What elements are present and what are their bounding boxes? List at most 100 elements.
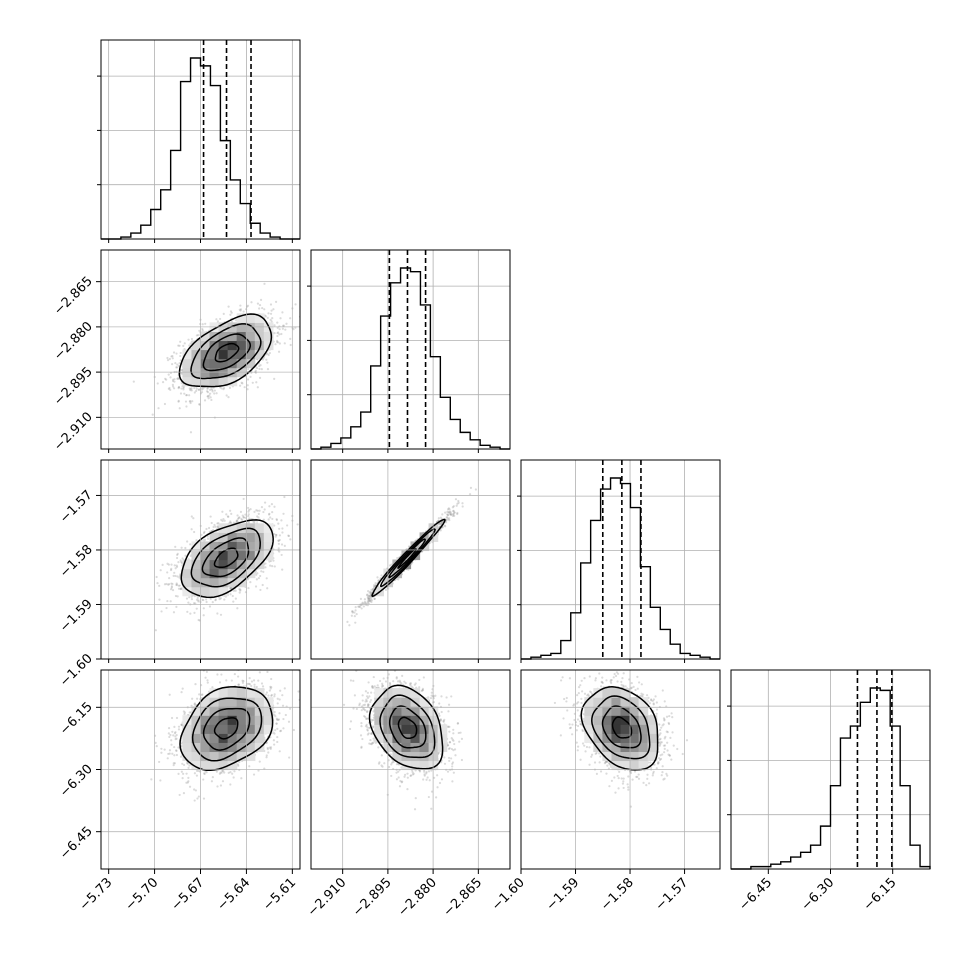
scatter-point — [655, 701, 658, 704]
scatter-point — [256, 515, 259, 518]
density-cell — [182, 358, 193, 369]
scatter-point — [445, 516, 448, 519]
scatter-point — [366, 717, 370, 720]
scatter-point — [576, 693, 579, 697]
scatter-point — [352, 707, 355, 710]
scatter-point — [250, 680, 254, 683]
scatter-point — [289, 317, 292, 320]
scatter-point — [448, 510, 452, 513]
density-cell — [191, 586, 202, 597]
scatter-point — [288, 756, 291, 759]
density-cell — [236, 358, 247, 369]
scatter-point — [268, 351, 272, 355]
scatter-point — [166, 562, 169, 565]
scatter-point — [165, 378, 168, 381]
scatter-point — [247, 506, 250, 510]
scatter-point — [581, 728, 584, 732]
scatter-point — [582, 713, 585, 716]
scatter-point — [264, 315, 267, 318]
scatter-point — [198, 403, 201, 406]
x-tick-label: −5.73 — [77, 875, 116, 914]
scatter-point — [399, 681, 402, 684]
scatter-point — [247, 510, 250, 513]
scatter-point — [262, 570, 265, 573]
scatter-point — [369, 700, 372, 704]
scatter-point — [447, 507, 450, 510]
scatter-point — [188, 344, 191, 347]
scatter-point — [178, 576, 181, 579]
scatter-point — [248, 677, 251, 680]
density-cell — [602, 715, 613, 725]
scatter-point — [190, 528, 193, 531]
scatter-point — [367, 681, 370, 684]
scatter-point — [445, 696, 448, 699]
scatter-point — [583, 744, 586, 747]
scatter-point — [274, 729, 277, 732]
scatter-point — [195, 774, 199, 777]
scatter-point — [209, 388, 212, 391]
scatter-point — [646, 777, 649, 780]
density-cell — [245, 688, 256, 698]
scatter-point — [661, 771, 664, 774]
scatter-point — [368, 595, 372, 598]
density-cell — [227, 541, 238, 552]
scatter-point — [215, 392, 218, 395]
scatter-point — [211, 776, 214, 779]
scatter-point — [202, 387, 205, 390]
scatter-point — [371, 685, 374, 688]
scatter-point — [182, 772, 185, 775]
scatter-panel-3-0 — [100, 669, 301, 870]
scatter-point — [637, 773, 640, 776]
scatter-point — [450, 737, 453, 740]
density-cell — [245, 532, 256, 543]
scatter-point — [227, 396, 230, 399]
scatter-point — [170, 582, 173, 585]
scatter-point — [568, 677, 572, 680]
scatter-point — [593, 761, 597, 764]
scatter-point — [371, 741, 374, 744]
scatter-point — [177, 399, 180, 403]
scatter-point — [645, 694, 649, 697]
scatter-point — [346, 620, 349, 623]
density-cell — [227, 550, 238, 561]
scatter-point — [275, 339, 279, 342]
scatter-point — [423, 770, 426, 773]
scatter-point — [221, 510, 224, 513]
scatter-point — [438, 702, 441, 705]
scatter-point — [166, 356, 169, 360]
scatter-point — [452, 749, 455, 752]
scatter-point — [171, 752, 174, 755]
scatter-point — [370, 599, 374, 602]
scatter-point — [257, 679, 260, 682]
density-cell — [236, 313, 247, 323]
scatter-point — [283, 342, 286, 345]
scatter-point — [404, 682, 407, 685]
scatter-point — [218, 681, 222, 684]
scatter-panel-1-0 — [100, 249, 301, 450]
scatter-point — [281, 327, 284, 330]
scatter-point — [425, 778, 428, 781]
scatter-point — [268, 505, 271, 508]
scatter-point — [190, 515, 193, 518]
scatter-point — [208, 394, 211, 397]
density-cell — [254, 697, 265, 707]
scatter-point — [366, 726, 369, 729]
density-cell — [638, 706, 649, 716]
scatter-point — [667, 753, 670, 756]
density-cell — [392, 697, 403, 707]
density-cell — [593, 715, 604, 725]
scatter-point — [276, 697, 279, 700]
scatter-point — [461, 502, 464, 505]
scatter-point — [270, 686, 273, 689]
scatter-point — [212, 525, 215, 529]
scatter-point — [172, 574, 175, 577]
density-cell — [620, 697, 631, 707]
scatter-point — [444, 525, 447, 528]
density-cell — [647, 724, 658, 734]
scatter-point — [175, 737, 178, 740]
scatter-point — [571, 733, 574, 736]
scatter-point — [229, 310, 233, 313]
scatter-point — [601, 676, 604, 679]
scatter-point — [204, 770, 207, 773]
density-cell — [227, 523, 238, 533]
